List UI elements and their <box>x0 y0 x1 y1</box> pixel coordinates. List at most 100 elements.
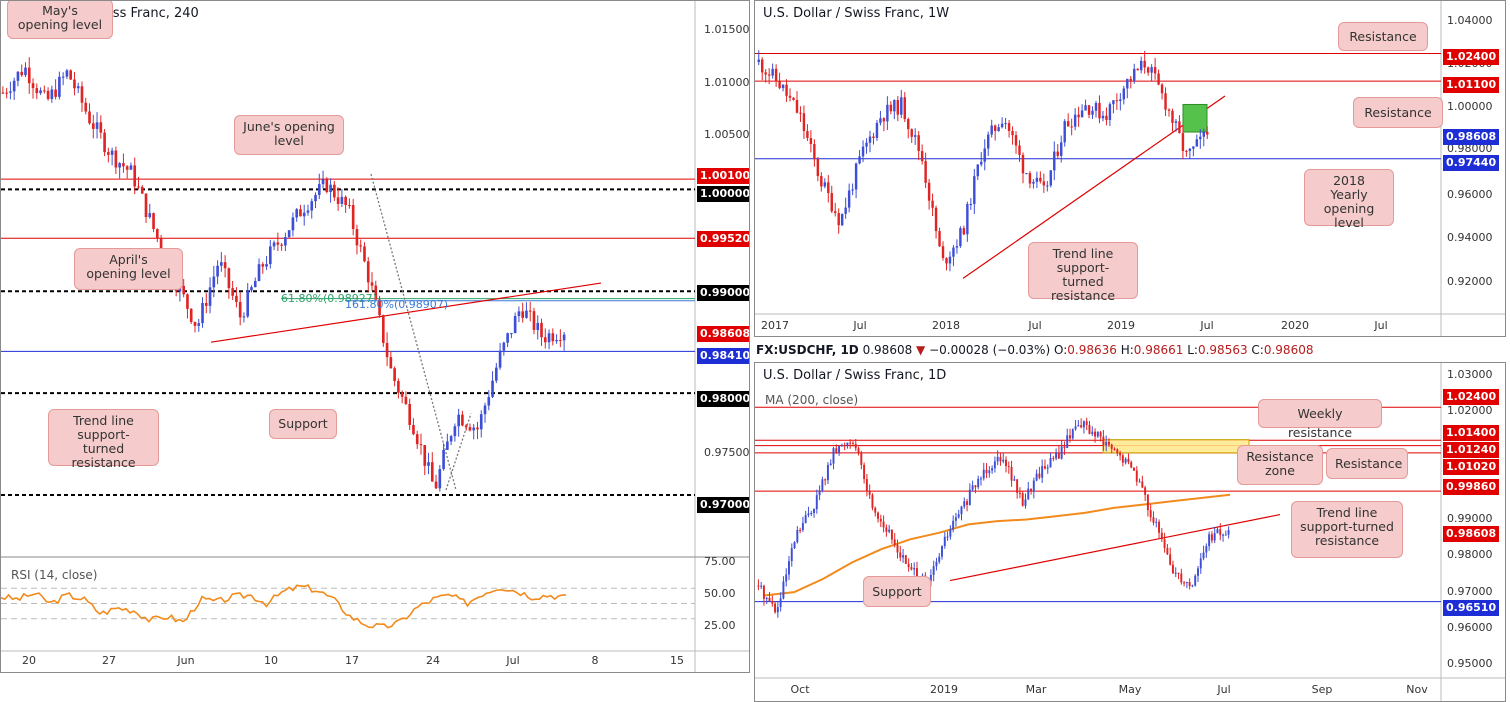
daily-trendline-callout: Trend line support-turned resistance <box>1291 501 1403 558</box>
candle-body <box>793 542 796 549</box>
candle-body <box>815 495 818 510</box>
fib-extension-line <box>445 413 472 491</box>
candle-body <box>904 555 907 564</box>
candle-body <box>118 163 121 168</box>
candle-body <box>9 91 12 93</box>
candle-body <box>510 333 513 335</box>
candle-body <box>201 303 204 324</box>
candle-body <box>907 563 910 568</box>
candle-body <box>865 142 868 147</box>
candle-body <box>1011 130 1014 136</box>
candle-body <box>874 507 877 513</box>
weekly-ytick: 1.04000 <box>1447 14 1493 27</box>
weekly-tag-1.02400: 1.02400 <box>1443 49 1500 65</box>
candle-body <box>824 479 827 481</box>
weekly-chart-panel[interactable]: U.S. Dollar / Swiss Franc, 1W Resistance… <box>754 0 1506 337</box>
candle-body <box>193 321 197 326</box>
candle-body <box>265 264 268 267</box>
candle-body <box>1025 173 1028 175</box>
daily-ytick: 0.98000 <box>1447 548 1493 561</box>
h4-tag-0.99520: 0.99520 <box>697 231 749 247</box>
candle-body <box>915 568 918 582</box>
candle-body <box>363 246 366 262</box>
candle-body <box>69 70 73 80</box>
candle-body <box>220 262 223 266</box>
candle-body <box>1160 532 1163 540</box>
candle-body <box>820 176 823 187</box>
candle-body <box>1192 146 1195 149</box>
candle-body <box>893 100 896 112</box>
candle-body <box>1091 431 1094 434</box>
candle-body <box>1084 105 1087 111</box>
candle-body <box>547 333 551 343</box>
h4-xtick: 8 <box>591 654 599 667</box>
candle-body <box>900 97 903 115</box>
candle-body <box>834 211 837 214</box>
daily-ytick: 1.03000 <box>1447 368 1493 381</box>
h4-chart-panel[interactable]: U.S. Dollar / Swiss Franc, 240 May's ope… <box>0 0 750 673</box>
candle-body <box>1094 431 1097 437</box>
candle-body <box>954 517 957 521</box>
candle-body <box>1166 548 1169 555</box>
candle-body <box>299 209 302 217</box>
candle-body <box>835 448 838 454</box>
candle-body <box>823 182 827 187</box>
candle-body <box>1110 444 1113 449</box>
candle-body <box>760 585 763 587</box>
candle-body <box>543 337 547 343</box>
daily-chart-panel[interactable]: U.S. Dollar / Swiss Franc, 1D MA (200, c… <box>754 362 1506 702</box>
candle-body <box>1060 142 1063 156</box>
weekly-xtick: 2018 <box>932 319 960 332</box>
candle-body <box>487 396 491 406</box>
candle-body <box>84 102 88 112</box>
candle-body <box>1185 150 1188 152</box>
candle-body <box>963 501 966 507</box>
candle-body <box>76 86 80 89</box>
candle-body <box>340 196 344 204</box>
candle-body <box>882 521 885 528</box>
candle-body <box>88 111 91 124</box>
candle-body <box>1135 470 1138 482</box>
candle-body <box>774 68 778 81</box>
daily-title: U.S. Dollar / Swiss Franc, 1D <box>763 368 947 383</box>
candle-body <box>875 122 879 138</box>
candle-body <box>1063 121 1066 143</box>
candle-body <box>902 555 905 558</box>
candle-body <box>946 536 949 538</box>
candle-body <box>58 76 61 97</box>
candle-body <box>985 469 988 474</box>
candle-body <box>1185 581 1188 584</box>
h4-tag-0.98000: 0.98000 <box>697 391 749 407</box>
candle-body <box>517 311 521 317</box>
candle-body <box>799 529 802 531</box>
h4-ytick: 1.00500 <box>704 128 750 141</box>
candle-body <box>1043 466 1046 469</box>
rsi-line <box>1 584 567 629</box>
candle-body <box>1119 453 1122 456</box>
candle-body <box>982 469 985 479</box>
candle-body <box>976 164 980 177</box>
candle-body <box>813 509 815 513</box>
candle-body <box>1180 573 1183 583</box>
candle-body <box>816 159 820 177</box>
daily-xtick: Mar <box>1025 683 1047 696</box>
candle-body <box>1085 421 1088 425</box>
candle-body <box>1049 170 1053 186</box>
rsi-label: RSI (14, close) <box>11 568 98 582</box>
daily-xtick: May <box>1118 683 1142 696</box>
candle-body <box>771 68 774 76</box>
candle-body <box>801 522 804 531</box>
h4-tag-0.97000: 0.97000 <box>697 497 749 513</box>
candle-body <box>1088 424 1091 434</box>
candle-body <box>99 122 103 133</box>
candle-body <box>854 443 857 449</box>
open-label: O: <box>1053 343 1068 357</box>
candle-body <box>370 282 374 286</box>
candle-body <box>257 264 261 281</box>
candle-body <box>329 184 332 193</box>
candle-body <box>980 161 983 165</box>
candle-body <box>197 323 201 326</box>
candle-body <box>227 268 231 289</box>
candle-body <box>1053 151 1056 171</box>
candle-body <box>1091 110 1094 115</box>
